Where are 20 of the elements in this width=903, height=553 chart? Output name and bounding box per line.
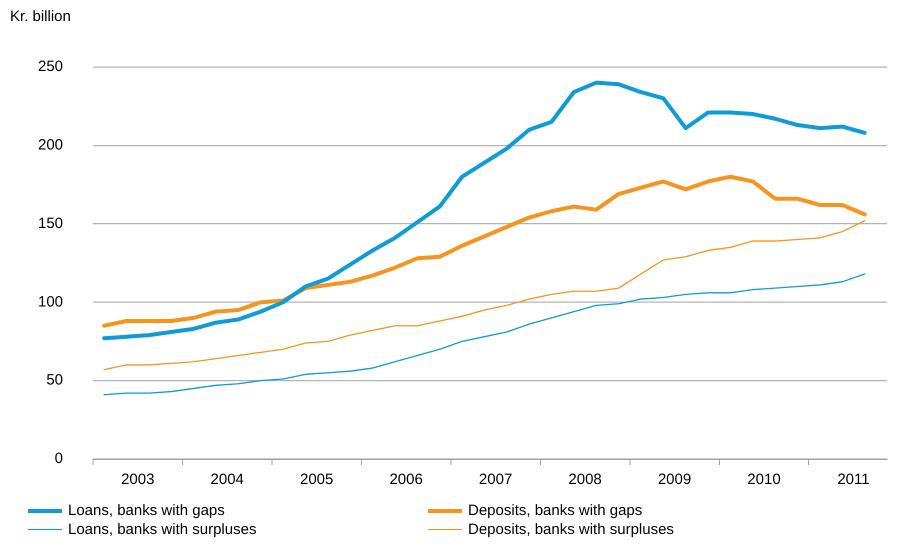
- legend-label: Deposits, banks with surpluses: [468, 521, 674, 538]
- x-tick-label: 2009: [658, 471, 692, 488]
- x-tick-label: 2007: [478, 471, 512, 488]
- y-axis-title: Kr. billion: [9, 8, 72, 27]
- x-tick-label: 2005: [300, 471, 334, 488]
- y-tick-label: 0: [54, 450, 64, 468]
- x-tick-label: 2004: [210, 471, 244, 488]
- legend-label: Loans, banks with gaps: [68, 502, 225, 519]
- y-tick-label: 50: [46, 372, 64, 389]
- x-tick-label: 2003: [121, 471, 154, 488]
- y-tick-label: 200: [38, 136, 64, 154]
- x-tick-label: 2010: [747, 471, 781, 488]
- legend-label: Deposits, banks with gaps: [468, 502, 642, 519]
- x-tick-label: 2006: [389, 471, 423, 488]
- y-tick-label: 250: [38, 58, 64, 76]
- x-tick-label: 2011: [837, 471, 870, 488]
- y-tick-label: 150: [38, 214, 64, 232]
- legend-label: Loans, banks with surpluses: [68, 521, 256, 538]
- x-tick-label: 2008: [568, 471, 602, 488]
- y-tick-label: 100: [38, 293, 64, 310]
